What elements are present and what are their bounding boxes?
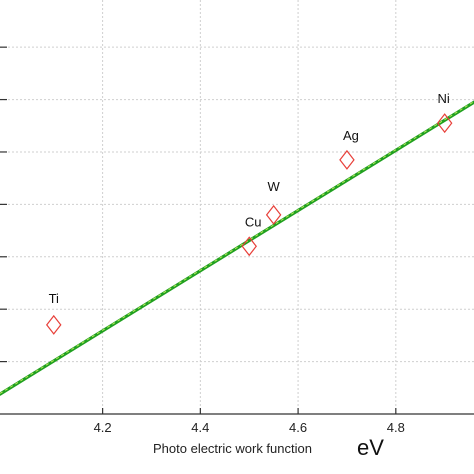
point-marker-ag — [339, 149, 355, 170]
x-tick-label-0: 4.2 — [94, 420, 112, 435]
x-tick-label-1: 4.4 — [191, 420, 209, 435]
x-ticks: 4.2 4.4 4.6 4.8 — [94, 408, 405, 435]
x-tick-label-2: 4.6 — [289, 420, 307, 435]
x-axis-unit: eV — [357, 435, 384, 460]
point-label-ni: Ni — [438, 91, 450, 106]
point-marker-ni — [436, 113, 453, 134]
point-label-cu: Cu — [245, 214, 262, 229]
point-label-ag: Ag — [343, 128, 359, 143]
x-axis-title: Photo electric work function — [153, 441, 312, 456]
point-marker-cu — [241, 236, 257, 257]
point-marker-w — [265, 204, 282, 225]
fit-line-group — [0, 100, 474, 396]
fit-line — [0, 100, 474, 396]
point-label-w: W — [268, 179, 281, 194]
data-points: Ti Cu W Ag Ni — [45, 91, 453, 335]
point-label-ti: Ti — [49, 291, 59, 306]
x-tick-label-3: 4.8 — [387, 420, 405, 435]
fit-line-highlight — [0, 101, 474, 394]
x-axis-label: Photo electric work function eV — [153, 435, 384, 460]
point-marker-ti — [45, 314, 62, 335]
grid — [0, 0, 474, 414]
